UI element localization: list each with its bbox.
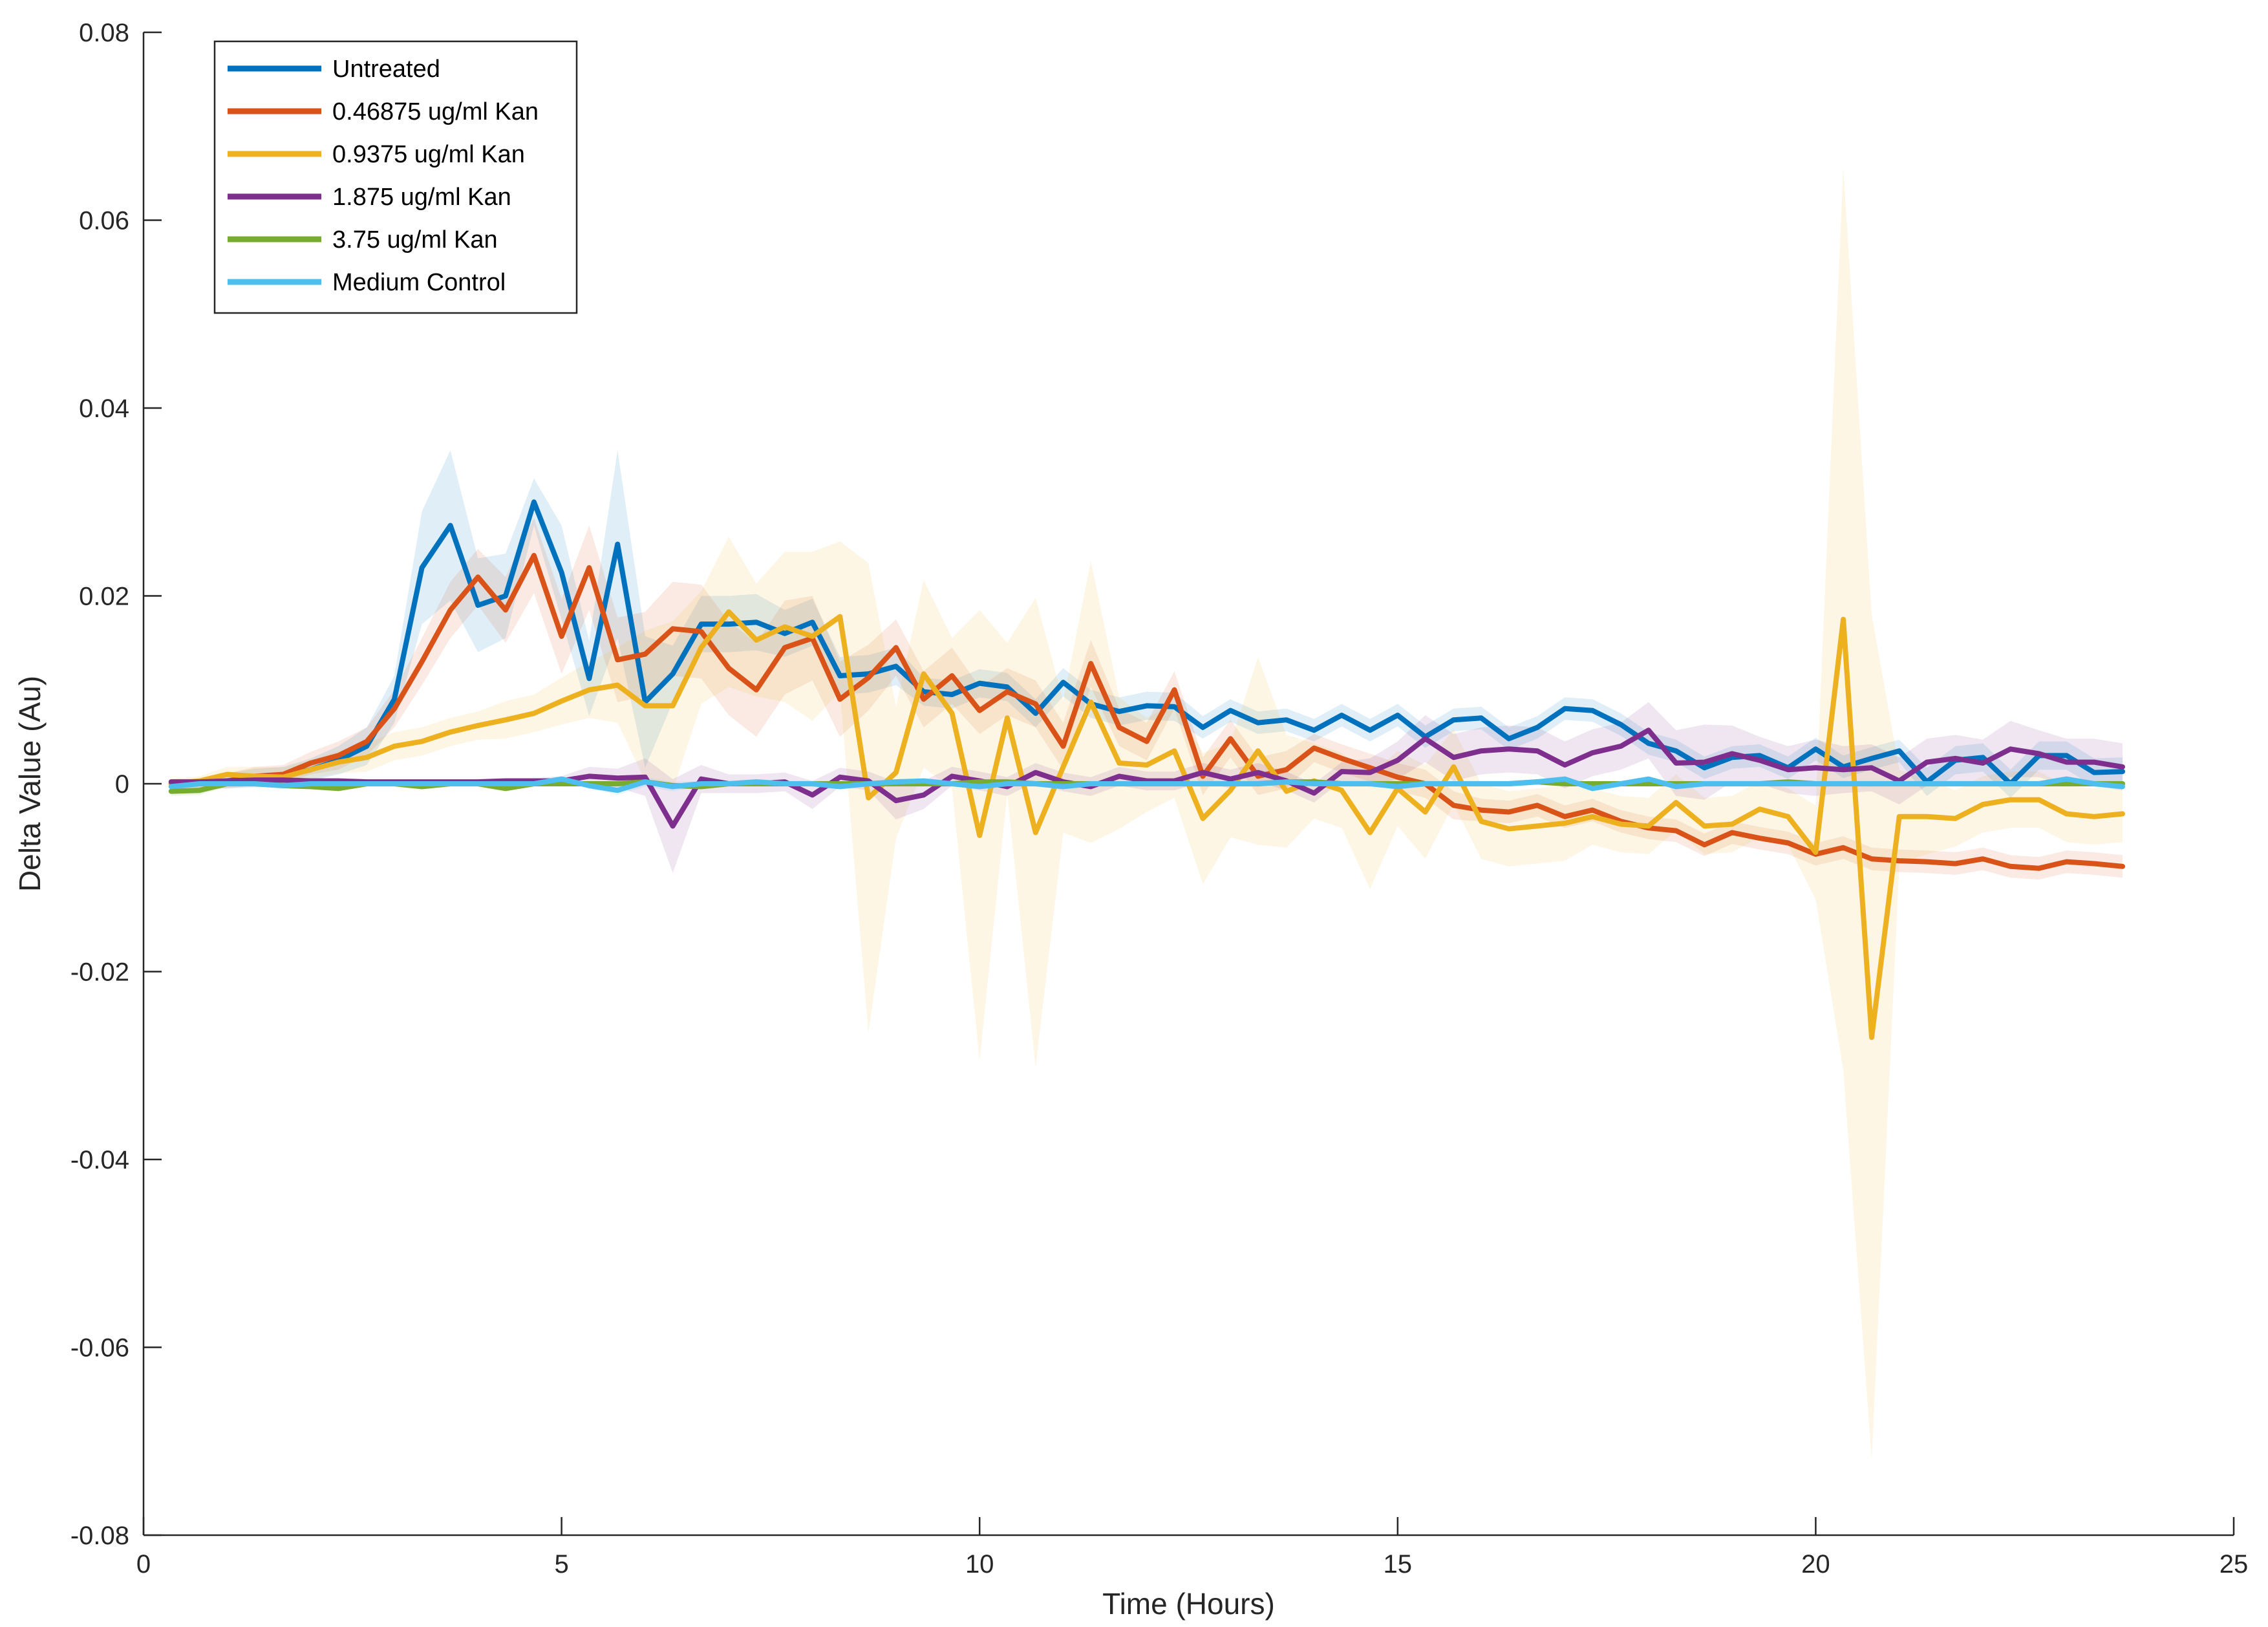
legend-label-untreated: Untreated bbox=[332, 56, 440, 83]
band-0-9375-ug-ml-kan bbox=[171, 168, 2123, 1460]
y-axis-title: Delta Value (Au) bbox=[13, 676, 47, 892]
x-tick-label: 10 bbox=[965, 1550, 994, 1579]
series-line-0-9375-ug-ml-kan bbox=[168, 609, 2125, 1040]
legend-label-medium-control: Medium Control bbox=[332, 269, 506, 296]
series-line-medium-control bbox=[168, 776, 2125, 793]
legend: Untreated 0.46875 ug/ml Kan 0.9375 ug/ml K… bbox=[213, 40, 578, 314]
band-1-875-ug-ml-kan bbox=[171, 702, 2123, 873]
y-tick-label: -0.02 bbox=[70, 958, 129, 987]
y-tick-label: 0.02 bbox=[79, 583, 129, 611]
legend-label-3-75-ug-ml-kan: 3.75 ug/ml Kan bbox=[332, 226, 498, 253]
y-tick-label: 0 bbox=[115, 770, 129, 799]
x-tick-label: 0 bbox=[136, 1550, 151, 1579]
x-axis-title: Time (Hours) bbox=[1102, 1587, 1275, 1621]
y-tick-label: 0.06 bbox=[79, 207, 129, 235]
tick-marks-and-labels: 0 5 10 15 20 25 -0.08 -0.06 -0.04 -0.02 0 0.02 0.04 0… bbox=[70, 19, 2248, 1579]
x-tick-label: 5 bbox=[554, 1550, 568, 1579]
x-tick-label: 20 bbox=[1801, 1550, 1830, 1579]
series-line-0-46875-ug-ml-kan bbox=[168, 553, 2125, 871]
y-tick-label: -0.06 bbox=[70, 1334, 129, 1363]
band-0-46875-ug-ml-kan bbox=[171, 517, 2123, 880]
band-untreated bbox=[171, 450, 2123, 798]
series-lines bbox=[168, 499, 2125, 1040]
legend-box bbox=[213, 40, 578, 314]
y-tick-label: -0.08 bbox=[70, 1522, 129, 1550]
legend-label-0-9375-ug-ml-kan: 0.9375 ug/ml Kan bbox=[332, 141, 525, 168]
x-tick-label: 15 bbox=[1384, 1550, 1413, 1579]
x-tick-label: 25 bbox=[2220, 1550, 2249, 1579]
y-tick-label: 0.04 bbox=[79, 394, 129, 423]
y-tick-label: 0.08 bbox=[79, 19, 129, 47]
y-tick-label: -0.04 bbox=[70, 1146, 129, 1174]
legend-label-0-46875-ug-ml-kan: 0.46875 ug/ml Kan bbox=[332, 98, 539, 125]
legend-label-1-875-ug-ml-kan: 1.875 ug/ml Kan bbox=[332, 184, 511, 211]
